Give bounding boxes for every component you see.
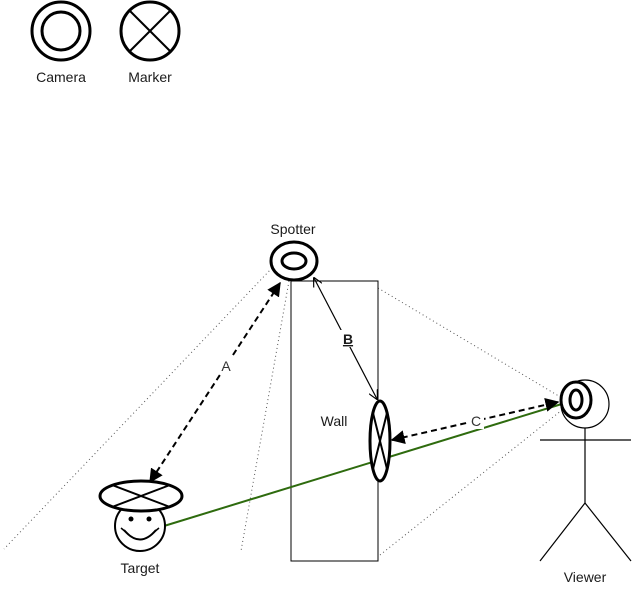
edge-c-label: C <box>471 413 481 429</box>
spotter-fov-right <box>240 280 290 552</box>
viewer-fov-upper <box>377 287 563 399</box>
viewer-left-leg <box>539 502 586 562</box>
wall-label: Wall <box>321 413 348 429</box>
camera-legend-label: Camera <box>36 69 86 85</box>
wall-marker-icon[interactable] <box>368 399 392 483</box>
legend: Camera Marker <box>30 0 181 85</box>
spotter-label: Spotter <box>270 221 315 237</box>
edge-c-label-bg <box>469 412 484 429</box>
target-label: Target <box>121 560 160 576</box>
camera-legend-icon <box>30 0 92 62</box>
viewer-fov-lower <box>379 409 563 556</box>
viewer-camera-icon[interactable] <box>559 380 593 420</box>
viewer-right-leg <box>584 502 632 562</box>
edge-a-label: A <box>221 358 231 374</box>
edge-a[interactable] <box>149 281 281 484</box>
edge-a-label-bg <box>219 357 233 374</box>
edge-b-label-bg <box>340 330 355 347</box>
marker-legend-label: Marker <box>128 69 172 85</box>
viewer-label: Viewer <box>564 569 607 585</box>
field-of-view-lines <box>3 267 563 556</box>
edge-b-label: B <box>343 331 353 347</box>
spotter-camera-icon[interactable] <box>269 240 319 282</box>
marker-legend-icon <box>119 0 181 62</box>
target-marker-icon[interactable] <box>98 479 184 513</box>
